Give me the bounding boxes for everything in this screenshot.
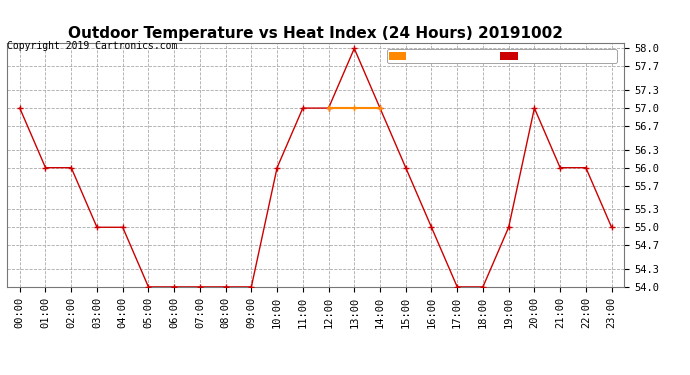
Text: Copyright 2019 Cartronics.com: Copyright 2019 Cartronics.com [7,41,177,51]
Legend: Heat Index (°F), Temperature (°F): Heat Index (°F), Temperature (°F) [386,49,616,63]
Title: Outdoor Temperature vs Heat Index (24 Hours) 20191002: Outdoor Temperature vs Heat Index (24 Ho… [68,26,563,40]
